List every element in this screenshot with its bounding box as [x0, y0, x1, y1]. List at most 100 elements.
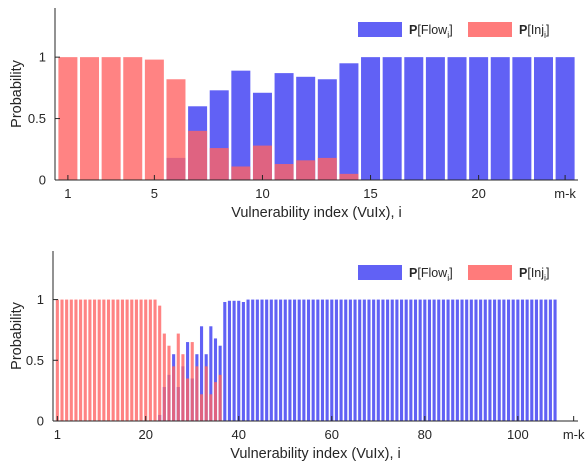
bar [409, 299, 413, 421]
bar [139, 299, 143, 421]
bar [330, 299, 334, 421]
bar [274, 299, 278, 421]
bar [325, 299, 329, 421]
bar [344, 299, 348, 421]
bar [296, 76, 316, 180]
bar [227, 300, 231, 421]
bar [255, 299, 259, 421]
bar [317, 157, 337, 180]
bar [490, 57, 510, 180]
bar [260, 299, 264, 421]
bar [348, 299, 352, 421]
x-tick-label: 20 [471, 186, 485, 201]
bar [58, 57, 78, 180]
bar [446, 299, 450, 421]
bar [188, 130, 208, 180]
x-tick-label: 10 [255, 186, 269, 201]
bar [460, 299, 464, 421]
bar [209, 326, 213, 421]
bar [548, 299, 552, 421]
x-tick-label: m-k [554, 186, 576, 201]
bar [474, 299, 478, 421]
bar [353, 299, 357, 421]
series-inj-bars [58, 57, 359, 180]
y-tick-label: 1 [39, 50, 46, 65]
bar [209, 148, 229, 180]
bar [101, 57, 121, 180]
bar [455, 299, 459, 421]
bar [316, 299, 320, 421]
bar [69, 299, 73, 421]
bar [506, 299, 511, 421]
bar [376, 299, 380, 421]
y-tick-label: 0.5 [28, 111, 46, 126]
x-tick-label: m-k [563, 427, 585, 442]
bar [339, 299, 343, 421]
bar [488, 299, 492, 421]
bar [395, 299, 399, 421]
bar [311, 299, 315, 421]
bar [204, 366, 208, 421]
bar [469, 57, 489, 180]
bar [162, 333, 166, 421]
bar [172, 366, 176, 421]
bar [502, 299, 506, 421]
bar [320, 299, 325, 421]
bar [265, 299, 269, 421]
bar [483, 299, 487, 421]
bar [111, 299, 115, 421]
bar [213, 382, 218, 421]
bar [404, 57, 424, 180]
bar [79, 299, 83, 421]
bar [382, 57, 402, 180]
bar [158, 305, 162, 421]
bar [493, 299, 497, 421]
subplot-2: 0 0.5 1 1 20 40 60 80 100 m-k Vulnerability index … [9, 251, 585, 462]
bar [246, 299, 250, 421]
bar [60, 299, 64, 421]
bar [116, 299, 120, 421]
bar [251, 299, 255, 421]
bar [441, 299, 445, 421]
bar [296, 160, 316, 180]
bar [153, 299, 157, 421]
x-tick-label: 15 [363, 186, 377, 201]
bar [231, 70, 251, 180]
bar [186, 378, 190, 421]
bar [339, 173, 359, 180]
bar [293, 299, 297, 421]
bar [269, 299, 273, 421]
bar [413, 299, 418, 421]
bar [534, 299, 538, 421]
bar [102, 299, 106, 421]
bar [469, 299, 473, 421]
bar [418, 299, 422, 421]
y-axis-label: Probability [9, 301, 25, 369]
bar [181, 354, 185, 421]
legend-swatch [468, 22, 512, 37]
bar [479, 299, 483, 421]
bar [190, 342, 194, 421]
bar [106, 299, 111, 421]
bar [144, 59, 164, 180]
bar [209, 394, 213, 421]
x-tick-label: 1 [54, 427, 61, 442]
bar [511, 299, 515, 421]
x-axis-label: Vulnerability index (VuIx), i [230, 446, 401, 462]
y-tick-label: 1 [37, 292, 44, 307]
legend-swatch [358, 265, 402, 280]
legend-swatch [358, 22, 402, 37]
bar [123, 57, 143, 180]
bar [533, 57, 553, 180]
bar [167, 345, 171, 421]
bar [362, 299, 366, 421]
bar [288, 299, 292, 421]
bar [97, 299, 101, 421]
x-tick-label: 100 [507, 427, 529, 442]
x-tick-label: 40 [232, 427, 246, 442]
bar [125, 299, 129, 421]
bar [447, 57, 467, 180]
bar [74, 299, 78, 421]
bar [390, 299, 394, 421]
